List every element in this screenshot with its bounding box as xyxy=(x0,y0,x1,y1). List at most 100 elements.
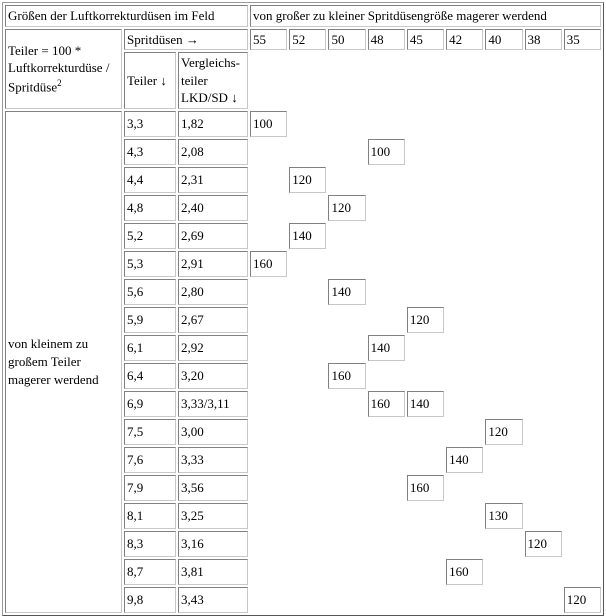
data-row: 6,4 3,20 160 xyxy=(5,362,601,389)
teiler-value: 3,3 xyxy=(124,110,176,137)
empty-cell xyxy=(328,139,365,165)
empty-cell xyxy=(250,195,287,221)
empty-cell xyxy=(368,531,405,557)
empty-cell xyxy=(289,475,326,501)
empty-cell xyxy=(368,223,405,249)
empty-cell xyxy=(446,195,483,221)
empty-cell xyxy=(250,447,287,473)
empty-cell xyxy=(368,167,405,193)
empty-cell xyxy=(289,111,326,137)
empty-cell xyxy=(525,363,562,389)
vergleich-value: 2,91 xyxy=(178,250,249,277)
empty-cell xyxy=(328,531,365,557)
empty-cell xyxy=(564,447,601,473)
empty-cell xyxy=(446,475,483,501)
empty-cell xyxy=(250,139,287,165)
empty-cell xyxy=(564,223,601,249)
empty-cell xyxy=(289,447,326,473)
empty-cell xyxy=(485,391,522,417)
side-label: von kleinem zu großem Teiler magerer wer… xyxy=(5,110,122,613)
empty-cell xyxy=(485,251,522,277)
data-row: 7,5 3,00 120 xyxy=(5,418,601,445)
header-cell: von großer zu kleiner Spritdüsengröße ma… xyxy=(250,5,601,27)
empty-cell xyxy=(407,419,444,445)
empty-cell xyxy=(407,335,444,361)
empty-cell xyxy=(446,307,483,333)
empty-cell xyxy=(485,559,522,585)
empty-cell xyxy=(485,195,522,221)
empty-cell xyxy=(368,195,405,221)
vergleich-value: 2,40 xyxy=(178,194,249,221)
data-row: 4,8 2,40 120 xyxy=(5,194,601,221)
empty-cell xyxy=(289,587,326,613)
empty-cell xyxy=(289,531,326,557)
vergleich-value: 3,33/3,11 xyxy=(178,390,249,417)
empty-cell xyxy=(446,167,483,193)
empty-cell xyxy=(564,111,601,137)
empty-cell xyxy=(289,251,326,277)
empty-cell xyxy=(407,167,444,193)
empty-cell xyxy=(564,195,601,221)
empty-cell xyxy=(446,139,483,165)
nozzle-row: Teiler = 100 * Luftkorrekturdüse / Sprit… xyxy=(5,28,601,109)
empty-cell xyxy=(525,391,562,417)
empty-cell xyxy=(407,447,444,473)
empty-cell xyxy=(564,559,601,585)
empty-cell xyxy=(485,531,522,557)
data-row: 6,1 2,92 140 xyxy=(5,334,601,361)
teiler-value: 6,1 xyxy=(124,334,176,361)
vergleich-value: 2,80 xyxy=(178,278,249,305)
teiler-value: 6,4 xyxy=(124,362,176,389)
empty-cell xyxy=(407,559,444,585)
empty-cell xyxy=(485,139,522,165)
empty-cell xyxy=(289,139,326,165)
empty-cell xyxy=(446,363,483,389)
vergleich-value: 2,92 xyxy=(178,334,249,361)
nozzle-size: 35 xyxy=(563,28,601,51)
empty-cell xyxy=(564,167,601,193)
teiler-value: 7,5 xyxy=(124,418,176,445)
formula-cell: Teiler = 100 * Luftkorrekturdüse / Sprit… xyxy=(5,28,122,109)
value-cell: 100 xyxy=(250,110,288,137)
empty-cell xyxy=(564,307,601,333)
value-cell: 140 xyxy=(289,222,327,249)
empty-cell xyxy=(407,279,444,305)
teiler-label: Teiler ↓ xyxy=(124,52,176,109)
nozzle-label: Spritdüsen → xyxy=(124,28,249,51)
empty-cell xyxy=(328,559,365,585)
teiler-value: 9,8 xyxy=(124,586,176,613)
nozzle-size: 42 xyxy=(446,28,484,51)
data-row: 7,6 3,33 140 xyxy=(5,446,601,473)
empty-cell xyxy=(525,419,562,445)
teiler-value: 4,8 xyxy=(124,194,176,221)
value-cell: 160 xyxy=(328,362,366,389)
empty-cell xyxy=(485,363,522,389)
empty-cell xyxy=(446,279,483,305)
empty-cell xyxy=(525,475,562,501)
empty-cell xyxy=(564,251,601,277)
empty-cell xyxy=(368,363,405,389)
header-cell: Größen der Luftkorrekturdüsen im Feld xyxy=(5,5,249,27)
empty-cell xyxy=(485,447,522,473)
empty-cell xyxy=(525,307,562,333)
teiler-value: 4,3 xyxy=(124,138,176,165)
empty-cell xyxy=(525,251,562,277)
empty-cell xyxy=(250,335,287,361)
empty-cell xyxy=(525,587,562,613)
empty-cell xyxy=(407,587,444,613)
vergleich-label-line: teiler xyxy=(181,72,208,88)
empty-cell xyxy=(250,167,287,193)
empty-cell xyxy=(250,391,287,417)
empty-cell xyxy=(446,503,483,529)
value-cell: 140 xyxy=(367,334,405,361)
empty-cell xyxy=(485,307,522,333)
empty-cell xyxy=(525,139,562,165)
empty-cell xyxy=(407,251,444,277)
vergleich-value: 3,16 xyxy=(178,530,249,557)
empty-cell xyxy=(328,251,365,277)
formula-sup: 2 xyxy=(57,77,62,88)
value-cell: 130 xyxy=(485,502,523,529)
table-body: Größen der Luftkorrekturdüsen im Feld vo… xyxy=(5,5,601,613)
empty-cell xyxy=(289,559,326,585)
empty-cell xyxy=(289,335,326,361)
